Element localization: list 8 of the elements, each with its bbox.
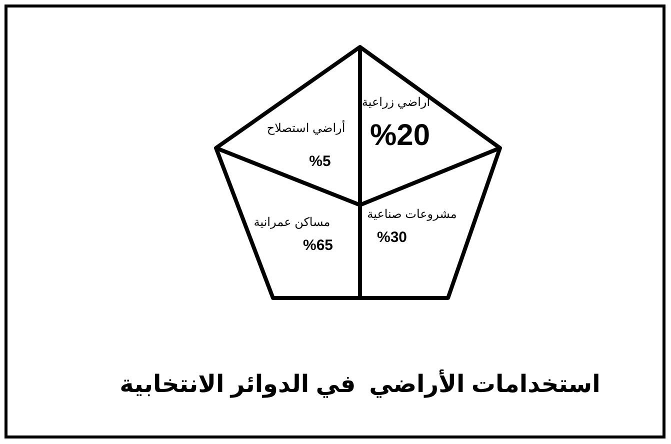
data-label: %30 xyxy=(376,229,408,246)
category-label: أراضي استصلاح xyxy=(266,120,346,135)
category-label: مشروعات صناعية xyxy=(367,207,457,221)
category-label: مساكن عمرانية xyxy=(254,215,330,229)
data-label: %5 xyxy=(309,153,331,170)
data-label: %65 xyxy=(302,237,334,254)
text: استخدامات الأراضي في الدوائر الانتخابية xyxy=(120,369,600,398)
data-label: %20 xyxy=(370,119,430,152)
